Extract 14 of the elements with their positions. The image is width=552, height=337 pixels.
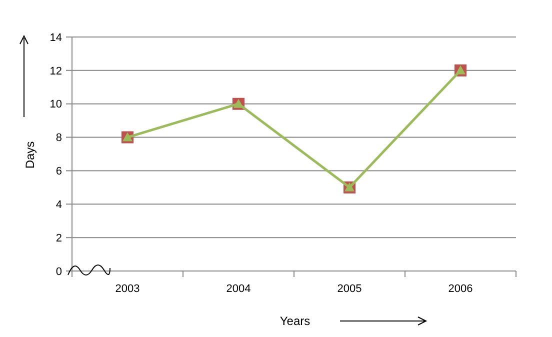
y-tick-label: 0: [56, 266, 62, 278]
y-tick-label: 6: [56, 166, 62, 178]
x-tick-label: 2004: [226, 283, 251, 295]
y-tick-label: 12: [50, 65, 62, 78]
x-axis-title: Years: [280, 314, 310, 328]
y-tick-label: 14: [50, 32, 62, 44]
y-tick-label: 8: [56, 132, 62, 144]
x-tick-label: 2006: [448, 283, 473, 295]
y-axis-title: Days: [23, 141, 37, 169]
y-tick-label: 2: [56, 232, 62, 244]
x-tick-label: 2003: [115, 283, 140, 295]
y-tick-label: 10: [50, 98, 62, 111]
x-tick-label: 2005: [337, 283, 362, 295]
y-tick-label: 4: [56, 198, 62, 211]
